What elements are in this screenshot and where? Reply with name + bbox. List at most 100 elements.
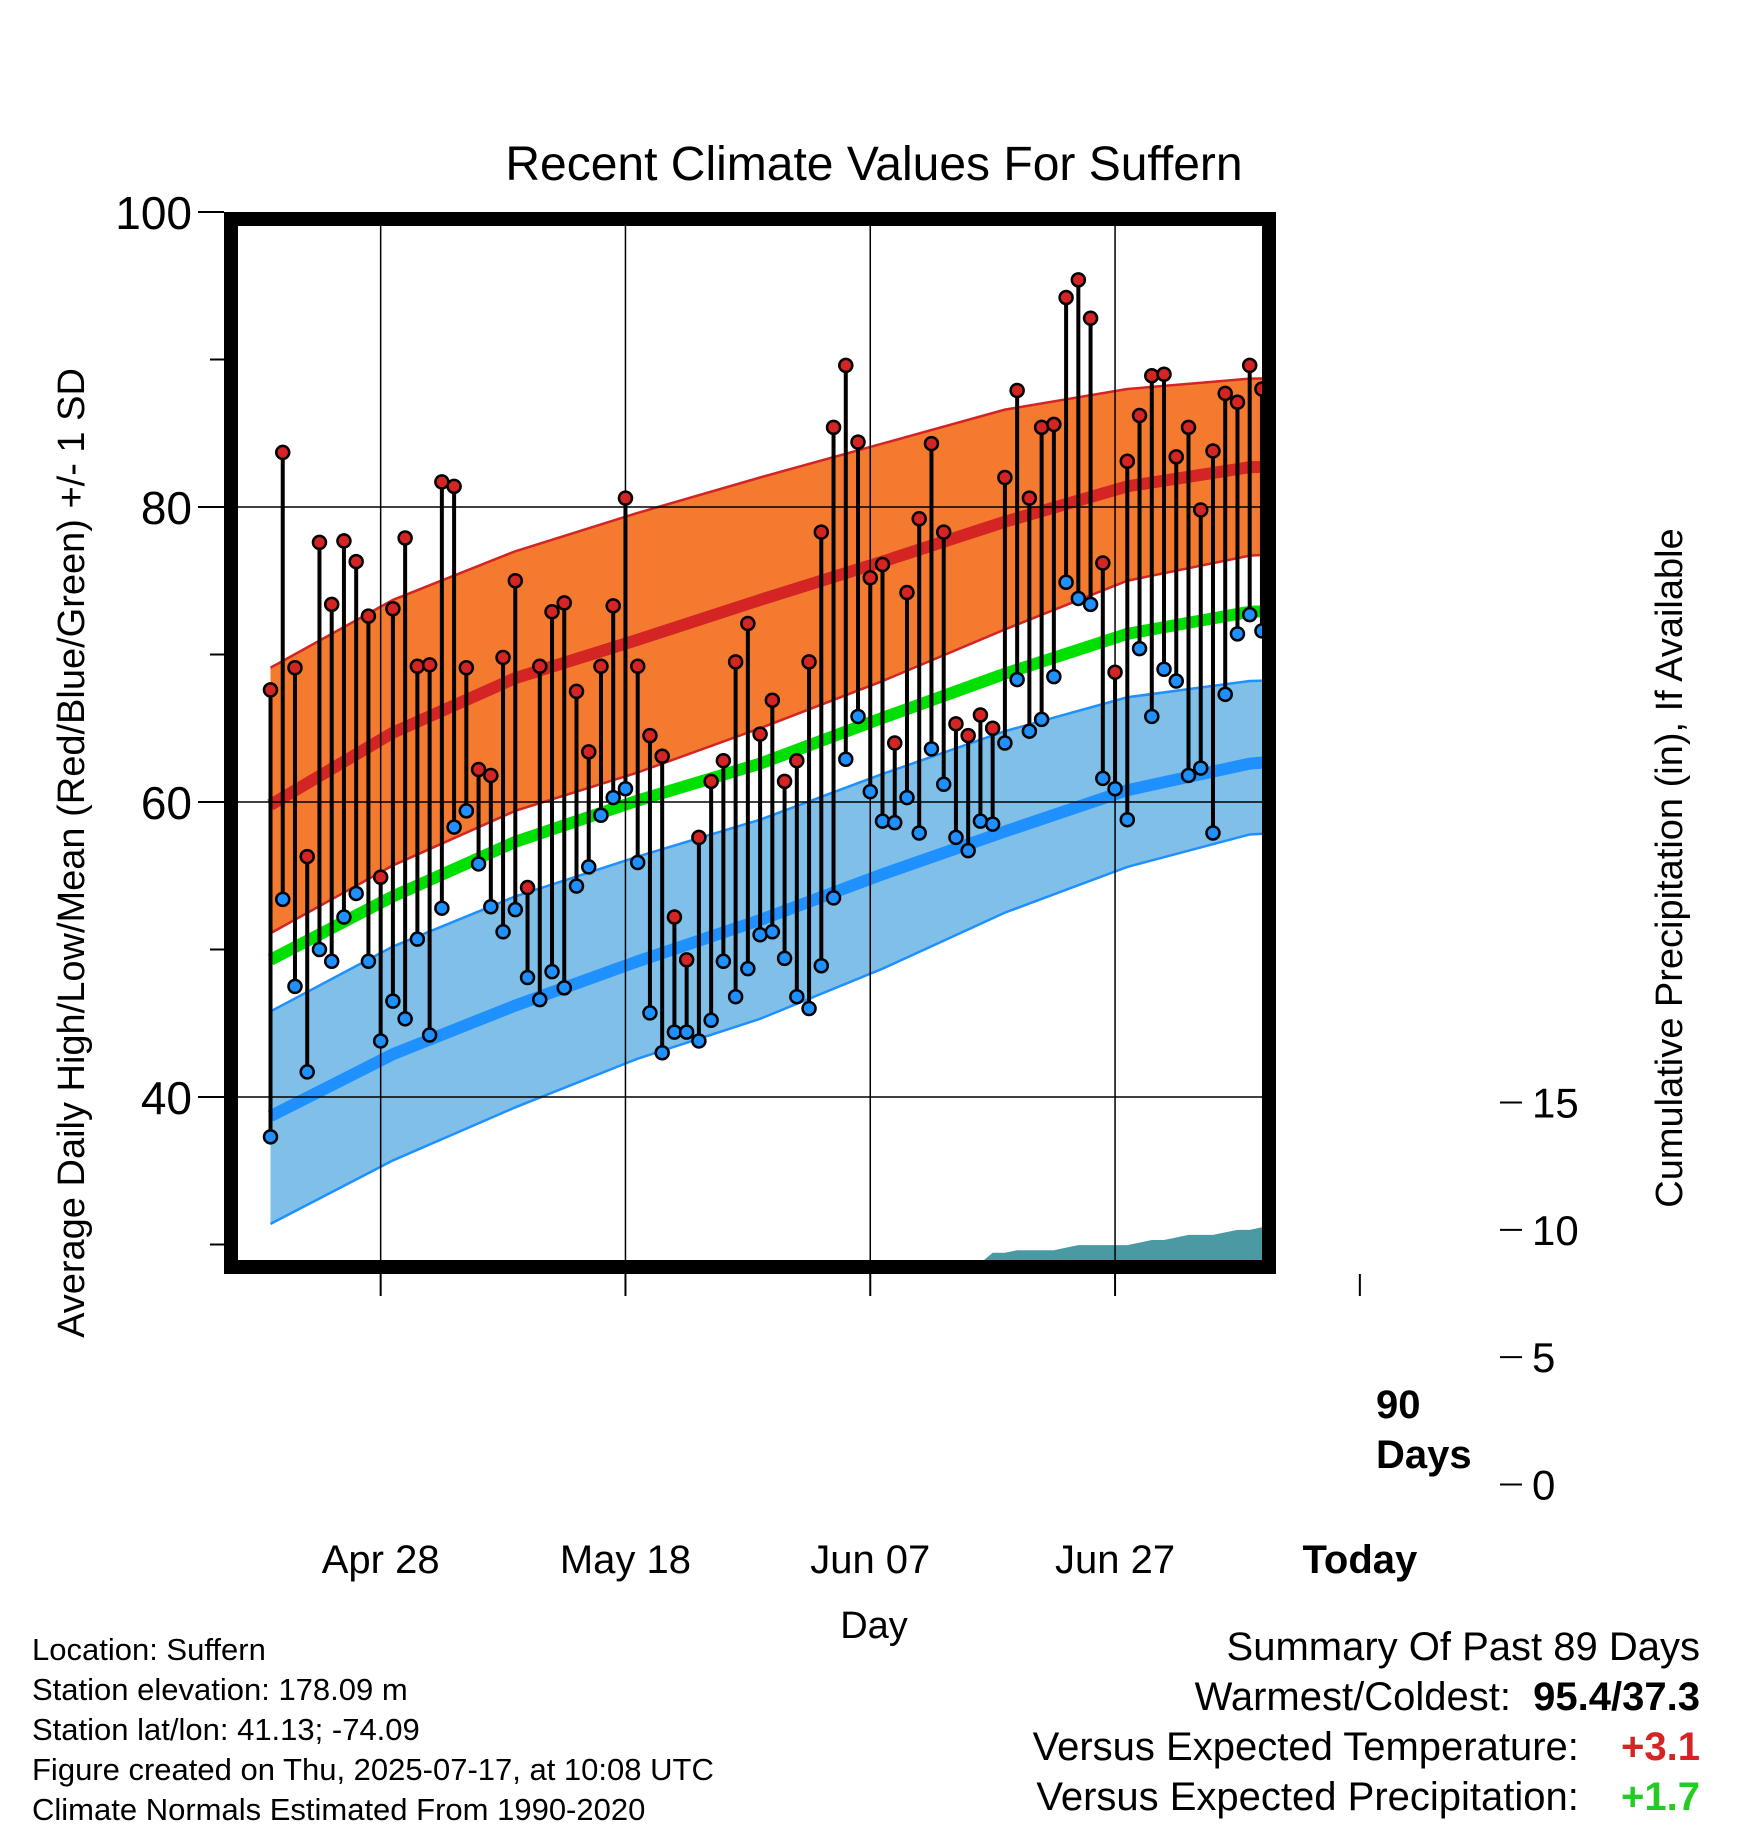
cumulative-precipitation-area [915,1148,1276,1274]
daily-low-point [1329,654,1342,667]
daily-high-point [715,752,732,769]
y2-tick-label: 0 [1532,1462,1555,1509]
daily-low-point [1292,676,1305,689]
normals-text: Climate Normals Estimated From 1990-2020 [32,1792,646,1827]
daily-low-point [1021,723,1038,739]
daily-low-point [617,780,634,797]
daily-low-point [593,807,609,824]
x-axis-label: Day [840,1605,908,1647]
daily-high-point [935,524,952,540]
daily-low-point [1095,770,1111,787]
daily-high-point [274,444,291,461]
daily-low-point [813,957,830,974]
daily-low-point [1131,640,1148,657]
summary-panel: Summary Of Past 89 Days Warmest/Coldest:… [1033,1622,1700,1822]
daily-high-point [446,478,462,495]
daily-high-point [629,658,646,675]
daily-low-point [997,735,1013,751]
daily-low-point [446,819,462,835]
high-sd-band-edge-0 [269,377,1276,669]
daily-low-point [336,909,352,925]
daily-high-point [1280,427,1293,440]
daily-high-point [642,727,658,744]
daily-low-point [862,783,879,800]
daily-high-point [519,879,536,896]
daily-high-point [1241,357,1258,374]
daily-low-point [495,924,511,940]
summary-title: Summary Of Past 89 Days [1226,1625,1700,1669]
daily-high-point [813,524,830,540]
daily-low-point [1205,825,1221,841]
daily-low-point [764,924,781,940]
daily-high-point [1095,555,1111,571]
y-tick-label: 40 [141,1072,192,1124]
daily-high-point [532,658,548,675]
temperature-anomaly-row: Versus Expected Temperature: +3.1 [1033,1722,1700,1772]
daily-high-point [470,761,487,778]
elevation-text: Station elevation: 178.09 m [32,1672,408,1707]
daily-low-point [1033,711,1050,728]
daily-high-point [421,657,438,673]
daily-low-point [1192,760,1209,776]
daily-low-point [972,813,989,829]
x-tick-label: Today [1302,1538,1418,1582]
daily-high-point [1180,419,1197,436]
plot-frame [224,212,1276,1274]
daily-high-point [1070,272,1087,288]
daily-low-point [385,993,401,1009]
daily-high-point [348,553,364,570]
daily-low-point [287,978,303,995]
daily-high-point [899,584,915,601]
daily-low-point [532,991,548,1008]
daily-low-point [703,1012,719,1029]
daily-low-point [421,1027,438,1043]
daily-high-point [385,601,401,617]
daily-high-point [1144,367,1160,384]
y2-tick-label: 15 [1532,1080,1579,1127]
daily-high-point [666,909,683,925]
daily-high-point [1192,502,1209,518]
daily-high-point [874,556,891,573]
daily-low-point [886,814,903,831]
daily-low-point [825,890,842,906]
daily-high-point [360,608,377,624]
daily-high-point [764,692,781,708]
daily-low-point [911,825,927,841]
daily-low-point [360,953,377,970]
daily-low-point [1119,811,1136,828]
daily-low-point [899,789,915,806]
daily-high-point [972,707,989,723]
daily-high-point [580,744,597,760]
low-sd-band [270,680,1276,1224]
precipitation-anomaly-label: Versus Expected Precipitation: [1036,1775,1579,1819]
daily-high-point [287,660,303,676]
y-axis-label: Average Daily High/Low/Mean (Red/Blue/Gr… [51,368,93,1338]
daily-low-point [409,931,426,947]
daily-low-point [752,927,768,943]
daily-high-point [789,752,805,769]
daily-high-point [1131,407,1148,424]
daily-high-point [727,654,744,670]
daily-low-point [740,960,756,977]
y2-tick-label: 10 [1532,1207,1579,1254]
daily-low-point [1107,780,1123,797]
daily-low-point [801,1000,817,1017]
daily-low-point [434,900,450,916]
daily-low-point [948,829,964,846]
daily-low-point [1341,635,1354,648]
daily-high-point [678,952,695,968]
x-tick-label: Jun 27 [1055,1538,1175,1582]
daily-high-point [825,419,842,436]
window-label: 90 [1376,1383,1421,1427]
daily-low-point [1317,666,1330,679]
daily-low-point [691,1033,707,1049]
daily-low-point [274,891,291,908]
y2-axis-label: Cumulative Precipitation (in), If Availa… [1649,528,1691,1207]
daily-low-point [372,1033,389,1049]
daily-low-point [1217,686,1233,703]
daily-high-point [1119,453,1136,470]
daily-low-point [654,1045,670,1061]
daily-low-point [311,941,328,958]
daily-low-point [1180,767,1197,784]
x-tick-label: May 18 [560,1538,691,1582]
